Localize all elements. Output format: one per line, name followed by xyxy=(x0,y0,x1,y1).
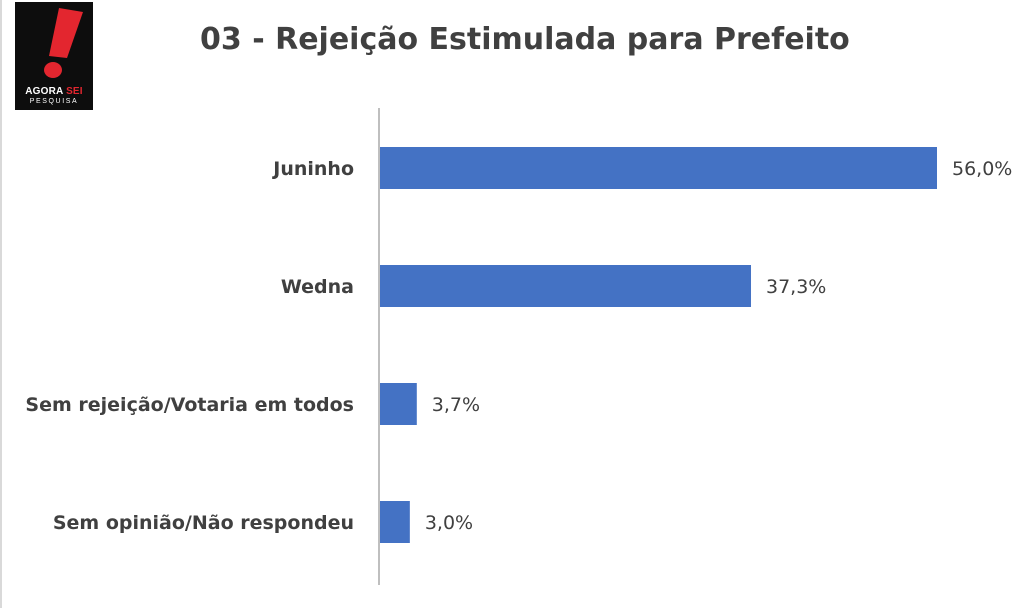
category-label-4: Sem opinião/Não respondeu xyxy=(53,512,354,534)
bar-4 xyxy=(380,501,410,543)
logo-wordmark: AGORA SEI xyxy=(25,86,83,97)
bar-1 xyxy=(380,147,937,189)
data-label-2: 37,3% xyxy=(766,276,826,298)
data-label-4: 3,0% xyxy=(425,512,473,534)
category-label-2: Wedna xyxy=(281,276,354,298)
exclamation-mark-icon xyxy=(44,8,83,78)
category-label-1: Juninho xyxy=(271,158,354,180)
chart-title: 03 - Rejeição Estimulada para Prefeito xyxy=(200,22,850,57)
data-label-1: 56,0% xyxy=(952,158,1012,180)
agora-sei-logo: AGORA SEI PESQUISA xyxy=(15,2,93,110)
category-label-3: Sem rejeição/Votaria em todos xyxy=(25,394,354,416)
bar-3 xyxy=(380,383,417,425)
logo-subtitle: PESQUISA xyxy=(29,98,79,105)
bar-2 xyxy=(380,265,752,307)
data-label-3: 3,7% xyxy=(432,394,480,416)
